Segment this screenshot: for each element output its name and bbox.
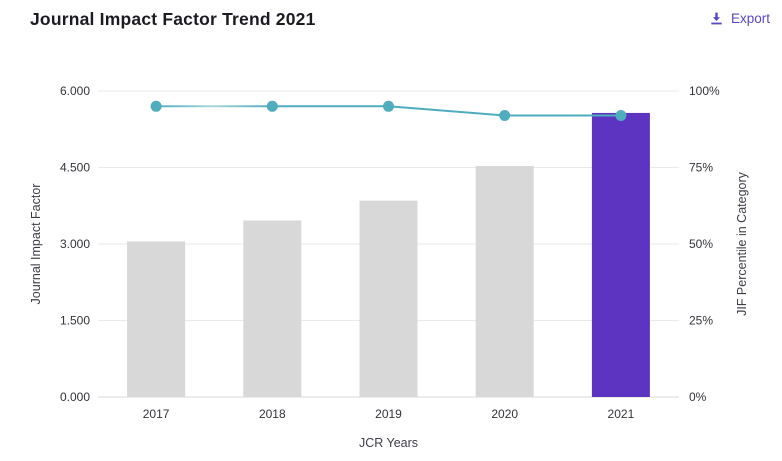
y-right-tick-label: 25% bbox=[689, 314, 713, 328]
x-tick-label: 2019 bbox=[375, 407, 402, 421]
percentile-point-2020[interactable] bbox=[499, 109, 511, 121]
bar-2019[interactable] bbox=[359, 200, 418, 397]
y-left-tick-label: 6.000 bbox=[60, 84, 90, 98]
percentile-point-2019[interactable] bbox=[383, 100, 394, 112]
download-icon bbox=[709, 11, 724, 26]
x-tick-label: 2018 bbox=[259, 407, 286, 421]
percentile-point-2017[interactable] bbox=[150, 100, 162, 112]
bar-2018[interactable] bbox=[243, 220, 302, 397]
export-label: Export bbox=[730, 11, 770, 26]
y-left-axis-title: Journal Impact Factor bbox=[29, 184, 43, 305]
header: Journal Impact Factor Trend 2021 Export bbox=[0, 0, 782, 30]
y-right-tick-label: 0% bbox=[689, 390, 707, 404]
percentile-point-2018[interactable] bbox=[266, 100, 278, 112]
y-right-tick-label: 100% bbox=[689, 84, 720, 98]
x-tick-label: 2017 bbox=[143, 407, 170, 421]
x-tick-label: 2021 bbox=[608, 407, 635, 421]
bar-2017[interactable] bbox=[127, 241, 186, 397]
y-right-tick-label: 75% bbox=[689, 161, 713, 175]
y-left-tick-label: 3.000 bbox=[60, 237, 90, 251]
bar-2021[interactable] bbox=[591, 112, 650, 398]
y-right-tick-label: 50% bbox=[689, 237, 713, 251]
page-title: Journal Impact Factor Trend 2021 bbox=[30, 9, 316, 29]
x-axis-title: JCR Years bbox=[359, 436, 418, 450]
percentile-point-2021[interactable] bbox=[615, 109, 627, 121]
y-left-tick-label: 0.000 bbox=[60, 390, 90, 404]
x-tick-label: 2020 bbox=[491, 407, 518, 421]
y-right-axis-title: JIF Percentile in Category bbox=[735, 171, 749, 316]
export-button[interactable]: Export bbox=[705, 9, 774, 28]
y-left-tick-label: 4.500 bbox=[60, 161, 90, 175]
y-left-tick-label: 1.500 bbox=[60, 314, 90, 328]
bar-2020[interactable] bbox=[475, 165, 534, 397]
